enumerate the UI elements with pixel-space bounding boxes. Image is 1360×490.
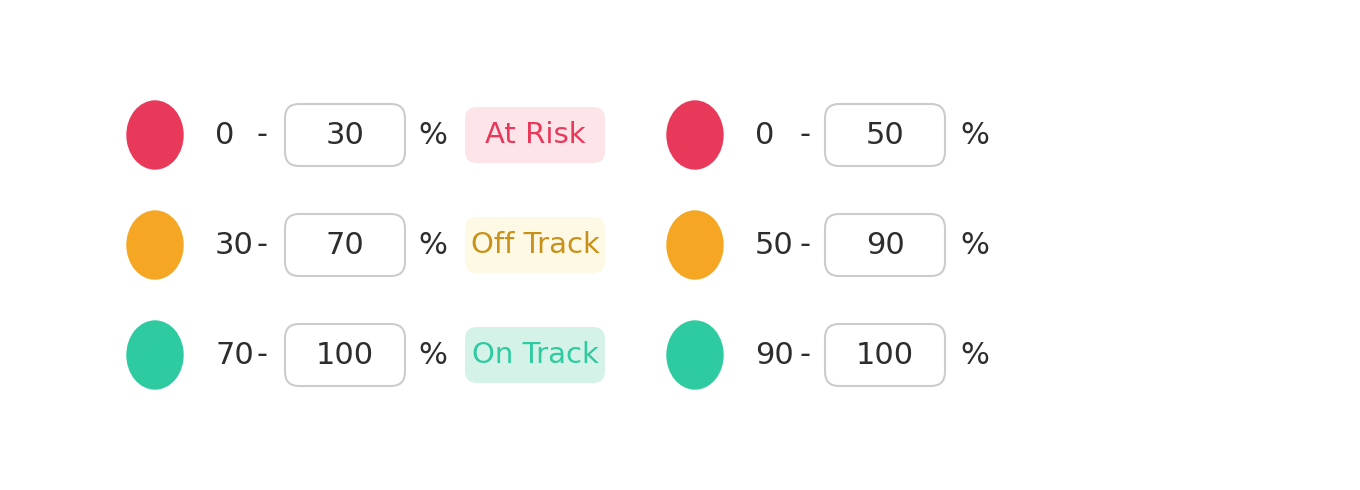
FancyBboxPatch shape	[826, 104, 945, 166]
Text: 0: 0	[215, 121, 234, 149]
Text: 90: 90	[755, 341, 794, 369]
FancyBboxPatch shape	[286, 214, 405, 276]
Text: 100: 100	[316, 341, 374, 369]
Ellipse shape	[666, 211, 724, 279]
Text: 30: 30	[215, 230, 254, 260]
Text: %: %	[960, 341, 989, 369]
Ellipse shape	[126, 101, 184, 169]
FancyBboxPatch shape	[286, 104, 405, 166]
Text: -: -	[800, 121, 811, 149]
FancyBboxPatch shape	[286, 324, 405, 386]
Text: %: %	[418, 341, 447, 369]
FancyBboxPatch shape	[826, 324, 945, 386]
Text: 70: 70	[215, 341, 254, 369]
Ellipse shape	[666, 101, 724, 169]
Text: 30: 30	[325, 121, 364, 149]
Text: %: %	[418, 230, 447, 260]
Text: %: %	[418, 121, 447, 149]
Text: %: %	[960, 230, 989, 260]
Text: 0: 0	[755, 121, 774, 149]
Text: On Track: On Track	[472, 341, 598, 369]
Text: -: -	[257, 341, 268, 369]
Ellipse shape	[126, 211, 184, 279]
Text: -: -	[800, 341, 811, 369]
Text: -: -	[257, 230, 268, 260]
FancyBboxPatch shape	[465, 107, 605, 163]
Text: 50: 50	[755, 230, 794, 260]
Text: At Risk: At Risk	[484, 121, 585, 149]
Text: -: -	[800, 230, 811, 260]
FancyBboxPatch shape	[465, 327, 605, 383]
Text: Off Track: Off Track	[471, 231, 600, 259]
Text: 90: 90	[865, 230, 904, 260]
Ellipse shape	[666, 321, 724, 389]
Text: %: %	[960, 121, 989, 149]
Text: 100: 100	[855, 341, 914, 369]
Text: -: -	[257, 121, 268, 149]
Text: 70: 70	[325, 230, 364, 260]
Text: 50: 50	[865, 121, 904, 149]
Ellipse shape	[126, 321, 184, 389]
FancyBboxPatch shape	[465, 217, 605, 273]
FancyBboxPatch shape	[826, 214, 945, 276]
